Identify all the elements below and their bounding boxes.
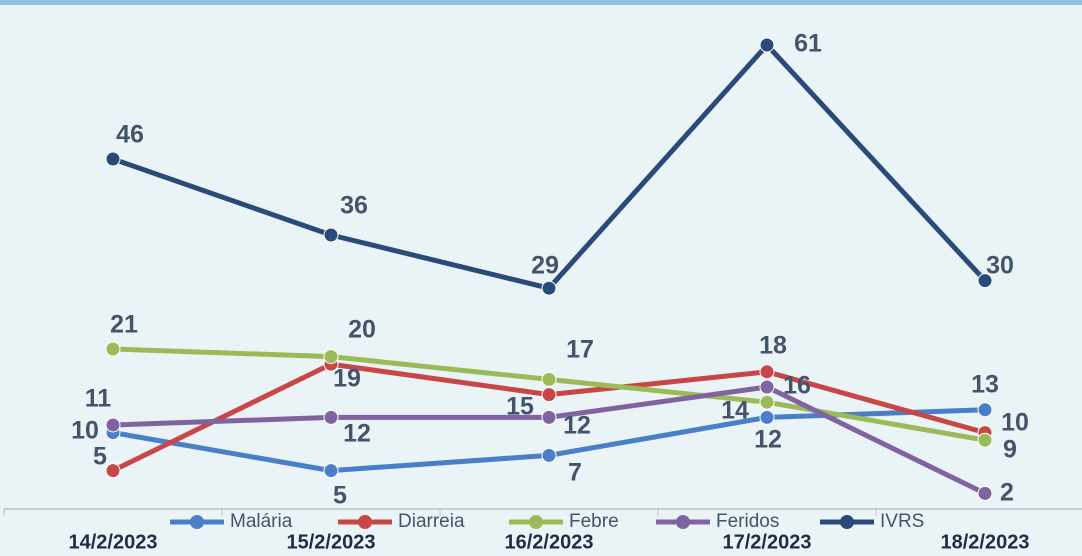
data-label: 12 <box>563 412 591 440</box>
data-point <box>105 151 121 167</box>
data-label: 9 <box>1003 436 1017 464</box>
x-tick-label: 18/2/2023 <box>941 531 1030 553</box>
legend-marker <box>676 515 690 529</box>
data-label: 29 <box>531 252 559 280</box>
data-label: 17 <box>566 336 594 364</box>
x-tick-label: 15/2/2023 <box>287 531 376 553</box>
x-tick-label: 16/2/2023 <box>505 531 594 553</box>
data-label: 36 <box>340 192 368 220</box>
data-point <box>541 447 557 463</box>
legend-label: IVRS <box>880 511 924 532</box>
data-label: 18 <box>759 332 787 360</box>
data-label: 7 <box>568 459 582 487</box>
legend-label: Feridos <box>716 511 779 532</box>
data-label: 19 <box>333 365 361 393</box>
data-point <box>541 387 557 403</box>
data-point <box>541 371 557 387</box>
data-label: 13 <box>971 371 999 399</box>
data-label: 21 <box>110 311 138 339</box>
data-label: 61 <box>794 30 822 58</box>
data-point <box>105 463 121 479</box>
data-label: 5 <box>333 482 347 510</box>
data-point <box>105 341 121 357</box>
legend-marker <box>529 515 543 529</box>
data-point <box>759 364 775 380</box>
data-label: 20 <box>348 316 376 344</box>
legend-marker <box>840 515 854 529</box>
data-point <box>977 402 993 418</box>
data-label: 10 <box>1001 409 1029 437</box>
data-point <box>323 409 339 425</box>
data-label: 10 <box>71 417 99 445</box>
data-point <box>977 432 993 448</box>
data-point <box>759 409 775 425</box>
x-tick-label: 14/2/2023 <box>69 531 158 553</box>
data-point <box>323 463 339 479</box>
legend-marker <box>358 515 372 529</box>
data-label: 12 <box>343 420 371 448</box>
legend-label: Malária <box>230 511 293 532</box>
data-label: 16 <box>783 372 811 400</box>
data-point <box>759 394 775 410</box>
data-point <box>323 349 339 365</box>
data-point <box>541 409 557 425</box>
x-tick-label: 17/2/2023 <box>723 531 812 553</box>
data-label: 14 <box>721 397 749 425</box>
data-label: 12 <box>754 426 782 454</box>
data-point <box>323 227 339 243</box>
legend-marker <box>190 515 204 529</box>
data-point <box>977 485 993 501</box>
data-label: 11 <box>85 385 112 413</box>
data-point <box>541 280 557 296</box>
data-point <box>105 417 121 433</box>
legend-label: Febre <box>569 511 619 532</box>
data-label: 5 <box>93 443 107 471</box>
legend-label: Diarreia <box>398 511 465 532</box>
data-point <box>759 379 775 395</box>
data-label: 30 <box>986 252 1014 280</box>
data-label: 46 <box>116 121 144 149</box>
top-border <box>0 0 1082 5</box>
data-point <box>977 273 993 289</box>
data-label: 2 <box>1000 479 1014 507</box>
data-point <box>759 37 775 53</box>
